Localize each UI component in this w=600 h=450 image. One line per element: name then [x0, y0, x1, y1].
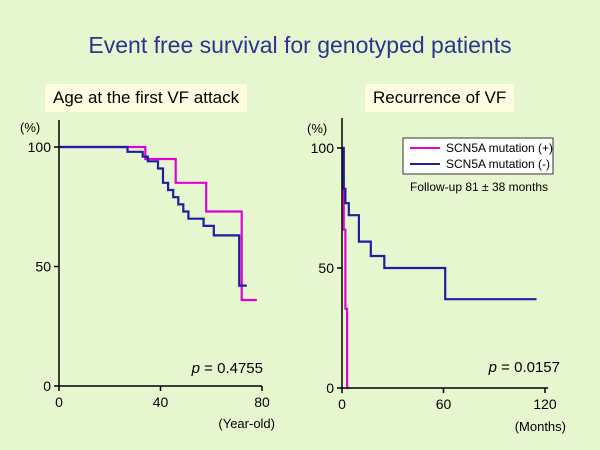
- left-p-value: p = 0.4755: [191, 360, 263, 377]
- left-x-tick-label: 40: [153, 394, 169, 410]
- right-y-tick-label: 0: [326, 380, 334, 396]
- right-series-layer: [342, 146, 537, 390]
- legend: SCN5A mutation (+) SCN5A mutation (-): [402, 137, 554, 175]
- right-p-symbol: p: [488, 359, 497, 376]
- left-y-tick-label: 100: [28, 139, 52, 155]
- left-chart: 0 50 100 0 40 80 (%) (Year-old) p = 0.4755: [20, 120, 275, 431]
- slide-title: Event free survival for genotyped patien…: [88, 32, 512, 58]
- right-x-tick-label: 0: [338, 396, 346, 412]
- right-y-unit: (%): [307, 121, 327, 136]
- left-p-symbol: p: [191, 360, 200, 377]
- left-y-unit: (%): [20, 120, 40, 135]
- right-chart-title: Recurrence of VF: [365, 84, 515, 112]
- left-x-tick-label: 0: [55, 394, 63, 410]
- right-x-tick-label: 60: [436, 396, 452, 412]
- legend-label-minus: SCN5A mutation (-): [446, 157, 550, 171]
- left-ticks-layer: 0 50 100 0 40 80: [28, 139, 270, 410]
- right-ticks-layer: 0 50 100 0 60 120: [311, 140, 557, 412]
- legend-label-plus: SCN5A mutation (+): [446, 141, 553, 155]
- right-x-tick-label: 120: [533, 396, 557, 412]
- legend-box: [402, 137, 554, 175]
- right-x-unit: (Months): [515, 419, 566, 434]
- left-series-layer: [59, 145, 257, 302]
- left-series-line-minus: [59, 145, 247, 287]
- left-x-tick-label: 80: [254, 394, 270, 410]
- left-x-unit: (Year-old): [218, 416, 275, 431]
- right-y-tick-label: 50: [318, 260, 334, 276]
- followup-note: Follow-up 81 ± 38 months: [410, 180, 548, 194]
- right-chart: 0 50 100 0 60 120 (%) (Months) p = 0.0157 SCN…: [307, 118, 566, 434]
- left-series-line-plus: [59, 145, 257, 302]
- left-y-tick-label: 0: [43, 378, 51, 394]
- right-p-value: p = 0.0157: [488, 359, 560, 376]
- right-p-number: = 0.0157: [497, 359, 560, 376]
- right-series-line-minus: [342, 146, 537, 301]
- left-y-tick-label: 50: [35, 259, 51, 275]
- left-p-number: = 0.4755: [200, 360, 263, 377]
- right-y-tick-label: 100: [311, 140, 335, 156]
- left-chart-title: Age at the first VF attack: [45, 84, 248, 112]
